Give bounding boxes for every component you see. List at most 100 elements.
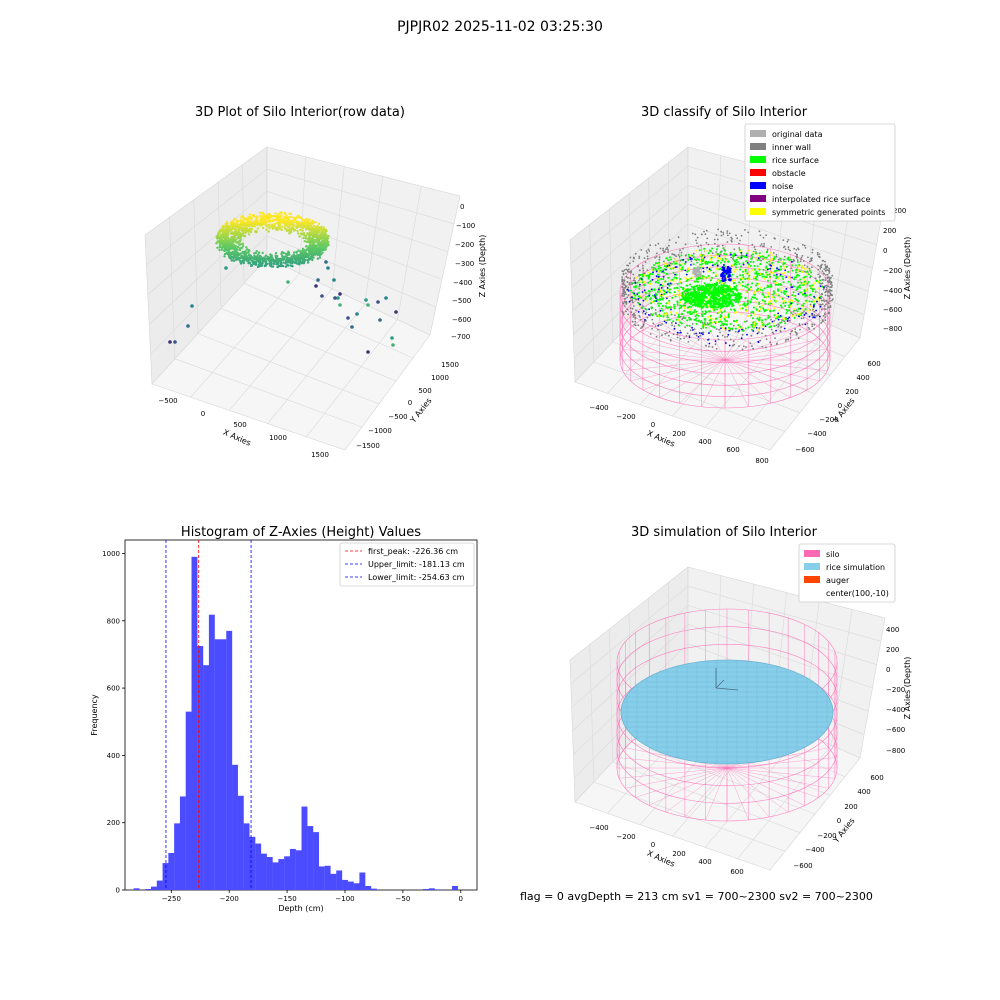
noise-point bbox=[812, 316, 815, 319]
rice-surface-point bbox=[661, 305, 664, 307]
surface-point bbox=[242, 223, 246, 226]
rice-surface-point bbox=[755, 271, 758, 274]
noise-point bbox=[777, 312, 780, 315]
noise-point bbox=[628, 300, 631, 303]
surface-point bbox=[263, 257, 266, 261]
inner-wall-point bbox=[823, 305, 826, 307]
surface-point bbox=[238, 229, 241, 233]
noise-point bbox=[708, 332, 710, 334]
rice-surface-point bbox=[701, 310, 704, 313]
rice-surface-point bbox=[763, 310, 766, 313]
surface-point bbox=[311, 247, 314, 250]
inner-wall-point bbox=[789, 337, 792, 339]
inner-wall-point bbox=[694, 233, 697, 236]
rice-surface-point bbox=[705, 296, 708, 299]
surface-point bbox=[248, 253, 251, 257]
symmetric-point bbox=[715, 273, 718, 276]
surface-point bbox=[311, 227, 314, 230]
surface-point bbox=[292, 251, 296, 254]
noise-point bbox=[728, 344, 731, 347]
rice-surface-point bbox=[687, 253, 690, 256]
inner-wall-point bbox=[764, 334, 767, 337]
rice-surface-point bbox=[639, 277, 641, 280]
rice-surface-point bbox=[705, 304, 708, 307]
histogram-bar bbox=[208, 614, 215, 890]
rice-surface-point bbox=[670, 313, 673, 316]
rice-surface-point bbox=[786, 310, 789, 313]
rice-surface-point bbox=[718, 281, 721, 284]
rice-surface-point bbox=[657, 265, 660, 268]
z-tick-label: −400 bbox=[883, 287, 902, 295]
rice-surface-point bbox=[794, 264, 797, 267]
inner-wall-point bbox=[816, 253, 819, 256]
inner-wall-point bbox=[824, 294, 827, 297]
rice-surface-point bbox=[821, 285, 824, 288]
noise-point bbox=[727, 333, 730, 336]
rice-surface-point bbox=[709, 314, 712, 317]
rice-surface-point bbox=[682, 298, 685, 301]
symmetric-point bbox=[800, 305, 803, 308]
outlier-point bbox=[391, 343, 395, 347]
x-tick-label: −400 bbox=[589, 824, 608, 832]
noise-point bbox=[783, 327, 786, 330]
inner-wall-point bbox=[715, 328, 718, 330]
surface-point bbox=[296, 214, 300, 217]
rice-surface-point bbox=[712, 301, 715, 304]
inner-wall-point bbox=[774, 337, 776, 340]
inner-wall-point bbox=[752, 347, 754, 350]
symmetric-point bbox=[763, 277, 766, 280]
rice-surface-point bbox=[688, 318, 691, 321]
inner-wall-point bbox=[808, 267, 811, 270]
inner-wall-point bbox=[689, 329, 692, 332]
inner-wall-point bbox=[685, 335, 688, 337]
inner-wall-point bbox=[724, 336, 726, 338]
rice-surface-point bbox=[732, 304, 735, 307]
symmetric-point bbox=[674, 260, 677, 263]
symmetric-point bbox=[713, 255, 716, 258]
original-data-point bbox=[696, 266, 700, 269]
rice-surface-point bbox=[689, 283, 692, 286]
rice-surface-point bbox=[809, 285, 812, 287]
rice-surface-point bbox=[730, 293, 733, 296]
silo-spoke bbox=[726, 767, 819, 798]
noise-point bbox=[762, 328, 765, 330]
inner-wall-point bbox=[751, 345, 753, 347]
surface-point bbox=[224, 223, 227, 226]
inner-wall-point bbox=[726, 335, 729, 338]
surface-point bbox=[243, 253, 247, 256]
inner-wall-point bbox=[646, 252, 649, 254]
inner-wall-point bbox=[750, 334, 753, 337]
rice-surface-point bbox=[745, 260, 748, 263]
inner-wall-point bbox=[671, 324, 673, 327]
symmetric-point bbox=[788, 299, 791, 302]
surface-point bbox=[324, 237, 328, 240]
rice-surface-point bbox=[635, 285, 637, 287]
surface-point bbox=[280, 252, 283, 256]
rice-surface-point bbox=[711, 261, 714, 264]
surface-point bbox=[312, 225, 316, 228]
z-tick-label: 0 bbox=[883, 247, 887, 255]
rice-surface-point bbox=[699, 277, 702, 280]
inner-wall-point bbox=[797, 248, 800, 251]
rice-surface-point bbox=[742, 329, 745, 332]
rice-surface-point bbox=[649, 280, 652, 283]
inner-wall-point bbox=[822, 288, 825, 291]
surface-point bbox=[320, 246, 324, 249]
rice-surface-point bbox=[714, 291, 717, 294]
rice-surface-point bbox=[684, 292, 687, 295]
inner-wall-point bbox=[643, 272, 646, 275]
surface-point bbox=[288, 218, 291, 221]
surface-point bbox=[258, 256, 261, 259]
inner-wall-point bbox=[625, 272, 627, 275]
z-tick-label: 0 bbox=[886, 666, 890, 674]
symmetric-point bbox=[769, 271, 772, 274]
noise-point bbox=[776, 267, 778, 269]
rice-surface-point bbox=[696, 258, 699, 261]
classify-tick-labels: −400−20002004006008006004002000−200−400−… bbox=[589, 207, 906, 465]
inner-wall-point bbox=[721, 244, 724, 247]
rice-surface-point bbox=[736, 261, 739, 263]
rice-surface-point bbox=[783, 290, 786, 293]
surface-point bbox=[219, 233, 222, 236]
symmetric-point bbox=[726, 259, 729, 261]
symmetric-point bbox=[643, 281, 646, 283]
